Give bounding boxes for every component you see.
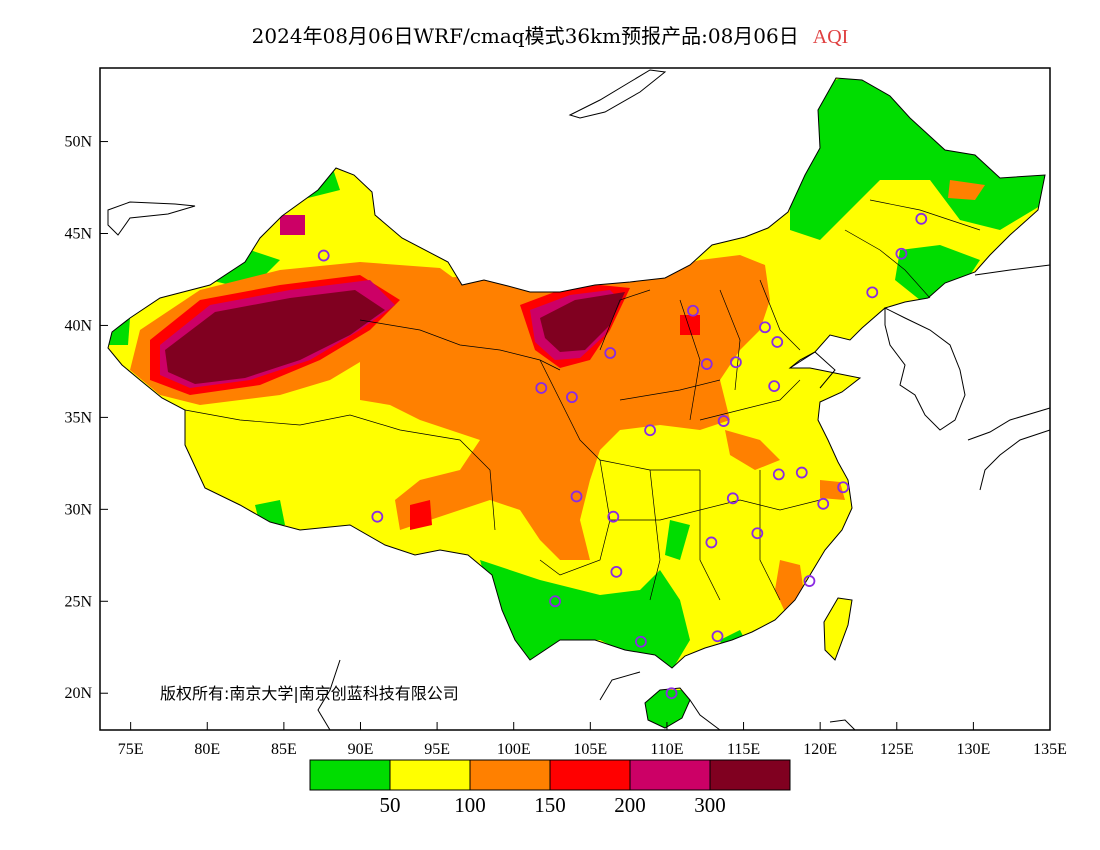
- station-marker: [759, 321, 771, 334]
- station-marker: [837, 481, 850, 494]
- station-marker: [604, 347, 617, 359]
- lat-tick-label: 25N: [64, 593, 92, 610]
- legend-swatch: [709, 759, 791, 791]
- legend-label: 100: [454, 793, 486, 817]
- legend-swatch: [309, 759, 391, 791]
- aqi-legend: 50 100 150 200 300: [309, 759, 791, 817]
- station-marker: [549, 595, 561, 608]
- station-marker: [729, 356, 742, 369]
- province-borders: [184, 199, 981, 601]
- lon-tick-label: 110E: [650, 741, 683, 758]
- station-marker: [717, 415, 730, 427]
- china-border: [107, 77, 1046, 669]
- station-marker: [535, 382, 548, 394]
- lon-tick-label: 95E: [424, 741, 450, 758]
- title-main: 2024年08月06日WRF/cmaq模式36km预报产品:08月06日: [251, 24, 799, 48]
- station-markers: [317, 212, 928, 700]
- station-marker: [610, 565, 623, 578]
- station-marker: [644, 424, 656, 437]
- legend-swatch: [389, 759, 471, 791]
- lon-tick-label: 130E: [956, 741, 990, 758]
- station-marker: [607, 510, 620, 523]
- lon-tick-label: 80E: [194, 741, 220, 758]
- lon-tick-label: 85E: [271, 741, 297, 758]
- title-variable: AQI: [812, 26, 849, 48]
- lon-tick-label: 100E: [497, 741, 531, 758]
- legend-label: 50: [380, 793, 401, 817]
- station-marker: [751, 527, 764, 540]
- station-marker: [771, 336, 784, 348]
- legend-label: 300: [694, 793, 726, 817]
- hainan-outline: [644, 687, 691, 729]
- station-marker: [711, 630, 724, 643]
- station-marker: [371, 510, 384, 523]
- neighbor-coastlines: [107, 69, 1051, 731]
- station-marker: [705, 536, 718, 549]
- lon-tick-label: 105E: [573, 741, 607, 758]
- map-axes: 75E 80E 85E 90E 95E 100E 105E 110E 115E 120E 125E 1…: [64, 134, 1066, 758]
- lat-tick-label: 30N: [64, 501, 92, 518]
- station-marker: [566, 391, 578, 404]
- legend-label: 150: [534, 793, 566, 817]
- station-marker: [317, 249, 330, 262]
- legend-swatch: [469, 759, 551, 791]
- lon-tick-label: 90E: [348, 741, 374, 758]
- station-marker: [768, 380, 781, 393]
- station-marker: [634, 635, 647, 648]
- lat-tick-label: 20N: [64, 685, 92, 702]
- lon-tick-label: 120E: [803, 741, 837, 758]
- map-title: 2024年08月06日WRF/cmaq模式36km预报产品:08月06日 AQI: [0, 20, 1100, 50]
- copyright-text: 版权所有:南京大学|南京创蓝科技有限公司: [160, 684, 459, 703]
- station-marker: [772, 468, 785, 481]
- station-marker: [726, 492, 739, 505]
- legend-label: 200: [614, 793, 646, 817]
- station-marker: [570, 490, 583, 503]
- lon-tick-label: 75E: [118, 741, 144, 758]
- station-marker: [687, 304, 699, 317]
- taiwan-outline: [823, 597, 853, 661]
- station-marker: [895, 247, 908, 260]
- station-marker: [803, 575, 816, 587]
- station-marker: [817, 497, 830, 510]
- lat-tick-label: 50N: [64, 134, 92, 151]
- station-marker: [915, 212, 928, 225]
- lat-tick-label: 40N: [64, 317, 92, 334]
- lat-tick-label: 45N: [64, 226, 92, 243]
- station-marker: [795, 466, 808, 479]
- lon-tick-label: 115E: [727, 741, 760, 758]
- lat-tick-label: 35N: [64, 409, 92, 426]
- station-marker: [700, 358, 713, 370]
- legend-swatch: [629, 759, 711, 791]
- station-marker: [665, 687, 678, 700]
- lon-tick-label: 135E: [1033, 741, 1067, 758]
- station-marker: [866, 286, 879, 299]
- legend-swatch: [549, 759, 631, 791]
- lon-tick-label: 125E: [880, 741, 914, 758]
